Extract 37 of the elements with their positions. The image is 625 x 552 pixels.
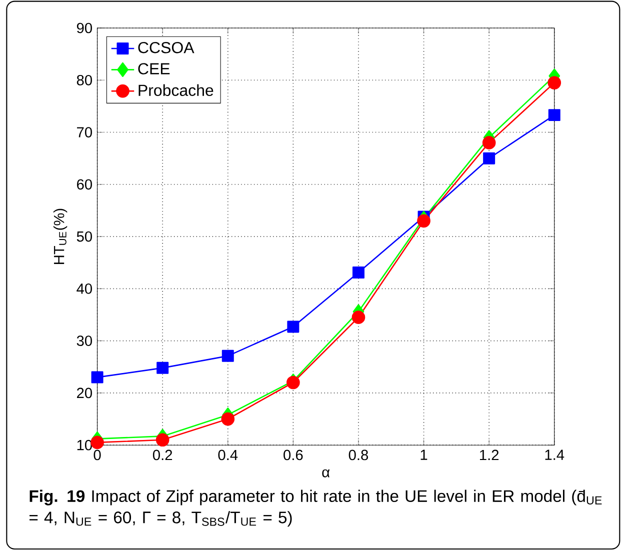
x-tick-label: 0.4 [218, 450, 238, 460]
point [221, 412, 235, 426]
legend-label: CEE [138, 63, 170, 75]
y-tick-label: 20 [77, 388, 92, 398]
point [90, 436, 104, 450]
point [483, 152, 496, 164]
point [91, 371, 104, 384]
x-tick-label: 0 [94, 450, 101, 460]
x-tick-label: 0.6 [284, 450, 303, 460]
y-tick-label: 30 [76, 336, 92, 346]
x-axis-title: α [322, 469, 330, 478]
y-tick-label: 90 [76, 22, 92, 34]
point [548, 76, 562, 90]
point [222, 350, 234, 362]
point [548, 109, 560, 122]
legend-label: CCSOA [138, 42, 194, 54]
y-tick-label: 60 [77, 179, 92, 190]
y-tick-label: 80 [76, 75, 92, 86]
point [417, 214, 430, 228]
x-tick-label: 0.2 [152, 450, 172, 460]
point [156, 433, 170, 447]
y-tick-label: 50 [76, 232, 92, 242]
point [482, 136, 496, 150]
point [286, 376, 300, 390]
y-axis-title: HT$_{UE}$(%) [53, 208, 68, 264]
point [287, 320, 300, 333]
point [156, 362, 169, 374]
x-tick-label: 0.8 [348, 450, 368, 460]
x-tick-label: 1.2 [480, 450, 499, 460]
legend-label: Probcache [138, 84, 214, 96]
x-tick-label: 1 [420, 450, 428, 460]
x-tick-label: 1.4 [545, 450, 564, 460]
y-tick-label: 70 [77, 127, 92, 138]
point [352, 266, 364, 279]
text: Fig. 19 Impact of Zipf parameter to hit rate in the UE level in ER model (d̄$_{UE}$ = 4, N$_{UE}$ = 60, Γ = 8, T$_{SBS}$/T$_{UE}$ = 5) [30, 490, 602, 527]
y-tick-label: 40 [76, 284, 92, 294]
point [352, 310, 366, 324]
